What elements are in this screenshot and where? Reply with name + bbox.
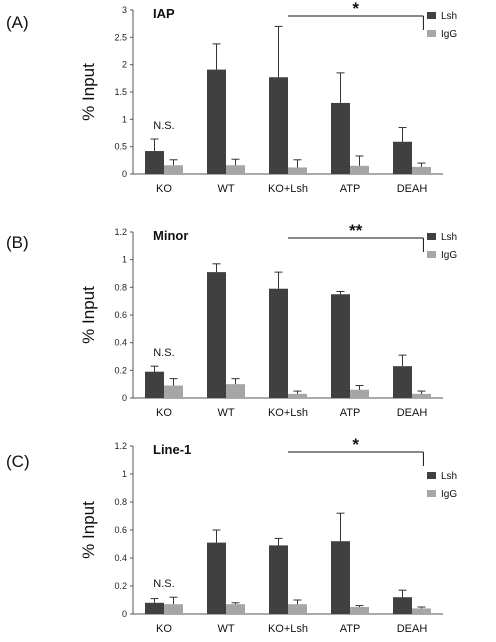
panel-3-bar-lsh-deah — [393, 597, 412, 614]
panel-2-ytick-label: 0.4 — [114, 338, 127, 348]
panel-2-bar-lsh-wt — [207, 272, 226, 398]
panel-3-category-label: KO — [156, 623, 172, 635]
panel-1-significance-star: * — [352, 0, 359, 18]
panel-3-bar-igg-ko — [164, 604, 183, 614]
panel-1-bar-lsh-ko — [145, 151, 164, 174]
panel-1-bar-lsh-deah — [393, 141, 412, 174]
panel-3-bar-lsh-wt — [207, 542, 226, 614]
panel-1-ytick-label: 1.5 — [114, 87, 127, 97]
panel-2-bar-lsh-deah — [393, 366, 412, 398]
panel-1-ns-annotation: N.S. — [153, 120, 174, 132]
panel-2-bar-lsh-kolsh — [269, 288, 288, 398]
panel-3-category-label: WT — [217, 623, 234, 635]
panel-1-ytick-label: 2 — [122, 60, 127, 70]
panel-2-label: (B) — [6, 233, 29, 252]
panel-3-legend-swatch — [427, 472, 436, 479]
panel-2-ns-annotation: N.S. — [153, 347, 174, 359]
panel-1-bar-igg-atp — [350, 165, 369, 174]
panel-2-bar-lsh-atp — [331, 294, 350, 398]
panel-3-bar-igg-wt — [226, 604, 245, 614]
panel-1-title: IAP — [153, 6, 175, 21]
panel-2-ytick-label: 0.2 — [114, 365, 127, 375]
panel-1-ytick-label: 2.5 — [114, 32, 127, 42]
panel-2-bar-igg-deah — [412, 393, 431, 398]
panel-3-ytick-label: 0.8 — [114, 497, 127, 507]
panel-1-bar-lsh-atp — [331, 102, 350, 174]
panel-1-category-label: KO+Lsh — [268, 183, 308, 195]
panel-3-category-label: ATP — [340, 623, 361, 635]
panel-3-legend-swatch — [427, 490, 436, 497]
panel-1-legend-label: Lsh — [441, 11, 457, 22]
panel-3-label: (C) — [6, 452, 30, 471]
panel-1-ytick-label: 1 — [122, 114, 127, 124]
panel-3-ytick-label: 0 — [122, 609, 127, 619]
panel-2-bar-igg-atp — [350, 389, 369, 398]
panel-2-ytick-label: 0.6 — [114, 310, 127, 320]
panel-1-bar-lsh-kolsh — [269, 77, 288, 174]
panel-2-title: Minor — [153, 228, 188, 243]
panel-1-bar-igg-ko — [164, 165, 183, 174]
panel-1-legend-swatch — [427, 30, 436, 37]
panel-2-bar-igg-kolsh — [288, 393, 307, 398]
panel-3-legend-label: IgG — [441, 489, 457, 500]
panel-2-bar-igg-ko — [164, 385, 183, 398]
panel-2-category-label: KO+Lsh — [268, 407, 308, 419]
panel-2-legend-swatch — [427, 233, 436, 240]
panel-2-significance-star: ** — [349, 221, 363, 240]
panel-2-category-label: ATP — [340, 407, 361, 419]
panel-3-bar-lsh-ko — [145, 602, 164, 614]
panel-3-significance-star: * — [352, 435, 359, 454]
panel-3-bar-lsh-kolsh — [269, 545, 288, 614]
panel-3-bar-igg-deah — [412, 608, 431, 614]
panel-3-ytick-label: 1 — [122, 469, 127, 479]
panel-2-ytick-label: 1.2 — [114, 227, 127, 237]
panel-3-ylabel: % Input — [79, 501, 98, 559]
panel-3-bar-lsh-atp — [331, 541, 350, 614]
panel-1-ytick-label: 3 — [122, 5, 127, 15]
panel-1-label: (A) — [6, 13, 29, 32]
panel-2-category-label: DEAH — [397, 407, 428, 419]
panel-1-bar-lsh-wt — [207, 69, 226, 174]
panel-3-category-label: KO+Lsh — [268, 623, 308, 635]
panel-3-bar-igg-atp — [350, 607, 369, 614]
panel-2-ytick-label: 1 — [122, 255, 127, 265]
panel-1-bar-igg-deah — [412, 166, 431, 174]
panel-1-bar-igg-wt — [226, 165, 245, 174]
panel-1-category-label: ATP — [340, 183, 361, 195]
panel-2-bar-lsh-ko — [145, 371, 164, 398]
panel-1-ytick-label: 0 — [122, 169, 127, 179]
panel-3-ytick-label: 0.2 — [114, 581, 127, 591]
panel-3-ytick-label: 1.2 — [114, 441, 127, 451]
panel-3-ytick-label: 0.4 — [114, 553, 127, 563]
panel-1-category-label: KO — [156, 183, 172, 195]
panel-3-category-label: DEAH — [397, 623, 428, 635]
panel-3-bar-igg-kolsh — [288, 604, 307, 614]
panel-2-bar-igg-wt — [226, 384, 245, 398]
panel-2-category-label: KO — [156, 407, 172, 419]
panel-2-legend-swatch — [427, 251, 436, 258]
panel-1-bar-igg-kolsh — [288, 167, 307, 174]
panel-3-ns-annotation: N.S. — [153, 578, 174, 590]
panel-1-category-label: WT — [217, 183, 234, 195]
panel-1-legend-swatch — [427, 12, 436, 19]
panel-1-category-label: DEAH — [397, 183, 428, 195]
panel-1-legend-label: IgG — [441, 29, 457, 40]
panel-1-ytick-label: 0.5 — [114, 142, 127, 152]
panel-3-title: Line-1 — [153, 442, 191, 457]
panel-2-category-label: WT — [217, 407, 234, 419]
panel-1-ylabel: % Input — [79, 63, 98, 121]
panel-2-legend-label: Lsh — [441, 232, 457, 243]
panel-2-legend-label: IgG — [441, 250, 457, 261]
panel-2-ytick-label: 0.8 — [114, 282, 127, 292]
panel-3-legend-label: Lsh — [441, 471, 457, 482]
panel-2-ylabel: % Input — [79, 286, 98, 344]
panel-2-ytick-label: 0 — [122, 393, 127, 403]
panel-3-ytick-label: 0.6 — [114, 525, 127, 535]
